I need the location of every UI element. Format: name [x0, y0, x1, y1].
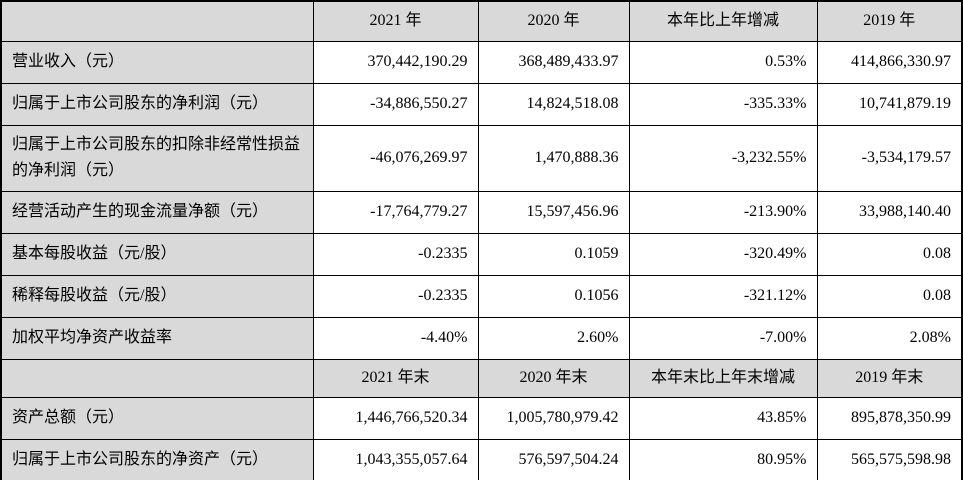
value-2020-year-end: 1,005,780,979.42: [477, 396, 630, 440]
col-header-2020-year-end: 2020 年末: [477, 358, 630, 398]
col-header-2019: 2019 年: [816, 0, 963, 42]
value-yoy-change: -335.33%: [628, 82, 818, 126]
table-row-net-profit-excl-nonrecurring: 归属于上市公司股东的扣除非经常性损益的净利润（元） -46,076,269.97…: [0, 124, 963, 192]
col-header-2020: 2020 年: [477, 0, 630, 42]
col-header-yoy-change: 本年比上年增减: [628, 0, 818, 42]
row-label: 归属于上市公司股东的扣除非经常性损益的净利润（元）: [0, 124, 314, 192]
value-yoy-change: 0.53%: [628, 40, 818, 84]
year-end-header-row: 2021 年末 2020 年末 本年末比上年末增减 2019 年末: [0, 358, 963, 398]
value-2021: -34,886,550.27: [312, 82, 479, 126]
annual-header-row: 2021 年 2020 年 本年比上年增减 2019 年: [0, 0, 963, 42]
row-label: 资产总额（元）: [0, 396, 314, 440]
col-header-2021: 2021 年: [312, 0, 479, 42]
value-2019: 0.08: [816, 274, 963, 318]
value-2021: -0.2335: [312, 274, 479, 318]
value-2020: 368,489,433.97: [477, 40, 630, 84]
value-yoy-change: -213.90%: [628, 190, 818, 234]
row-label: 加权平均净资产收益率: [0, 316, 314, 360]
table-row-net-assets: 归属于上市公司股东的净资产（元） 1,043,355,057.64 576,59…: [0, 438, 963, 480]
value-2021: 370,442,190.29: [312, 40, 479, 84]
table-row-operating-cash-flow: 经营活动产生的现金流量净额（元） -17,764,779.27 15,597,4…: [0, 190, 963, 234]
value-2021: -46,076,269.97: [312, 124, 479, 192]
value-yoy-change: -7.00%: [628, 316, 818, 360]
value-2020: 0.1059: [477, 232, 630, 276]
value-2020: 1,470,888.36: [477, 124, 630, 192]
table-row-revenue: 营业收入（元） 370,442,190.29 368,489,433.97 0.…: [0, 40, 963, 84]
value-2019-year-end: 565,575,598.98: [816, 438, 963, 480]
value-2020: 15,597,456.96: [477, 190, 630, 234]
value-2019-year-end: 895,878,350.99: [816, 396, 963, 440]
table-row-total-assets: 资产总额（元） 1,446,766,520.34 1,005,780,979.4…: [0, 396, 963, 440]
value-year-end-change: 43.85%: [628, 396, 818, 440]
value-2020: 0.1056: [477, 274, 630, 318]
value-yoy-change: -321.12%: [628, 274, 818, 318]
table-row-diluted-eps: 稀释每股收益（元/股） -0.2335 0.1056 -321.12% 0.08: [0, 274, 963, 318]
row-label: 归属于上市公司股东的净资产（元）: [0, 438, 314, 480]
row-label: 营业收入（元）: [0, 40, 314, 84]
col-header-2019-year-end: 2019 年末: [816, 358, 963, 398]
value-2019: 2.08%: [816, 316, 963, 360]
value-yoy-change: -3,232.55%: [628, 124, 818, 192]
value-2020: 2.60%: [477, 316, 630, 360]
value-2021: -17,764,779.27: [312, 190, 479, 234]
value-2020: 14,824,518.08: [477, 82, 630, 126]
value-2021: -0.2335: [312, 232, 479, 276]
col-header-2021-year-end: 2021 年末: [312, 358, 479, 398]
value-2020-year-end: 576,597,504.24: [477, 438, 630, 480]
corner-blank-cell: [0, 0, 314, 42]
value-2019: -3,534,179.57: [816, 124, 963, 192]
value-2021: -4.40%: [312, 316, 479, 360]
value-2021-year-end: 1,446,766,520.34: [312, 396, 479, 440]
value-yoy-change: -320.49%: [628, 232, 818, 276]
table-row-weighted-avg-roe: 加权平均净资产收益率 -4.40% 2.60% -7.00% 2.08%: [0, 316, 963, 360]
value-2019: 0.08: [816, 232, 963, 276]
row-label: 经营活动产生的现金流量净额（元）: [0, 190, 314, 234]
table-row-basic-eps: 基本每股收益（元/股） -0.2335 0.1059 -320.49% 0.08: [0, 232, 963, 276]
row-label: 稀释每股收益（元/股）: [0, 274, 314, 318]
col-header-year-end-change: 本年末比上年末增减: [628, 358, 818, 398]
value-2019: 414,866,330.97: [816, 40, 963, 84]
value-2019: 33,988,140.40: [816, 190, 963, 234]
value-2021-year-end: 1,043,355,057.64: [312, 438, 479, 480]
value-year-end-change: 80.95%: [628, 438, 818, 480]
corner-blank-cell: [0, 358, 314, 398]
row-label: 基本每股收益（元/股）: [0, 232, 314, 276]
table-row-net-profit: 归属于上市公司股东的净利润（元） -34,886,550.27 14,824,5…: [0, 82, 963, 126]
value-2019: 10,741,879.19: [816, 82, 963, 126]
row-label: 归属于上市公司股东的净利润（元）: [0, 82, 314, 126]
